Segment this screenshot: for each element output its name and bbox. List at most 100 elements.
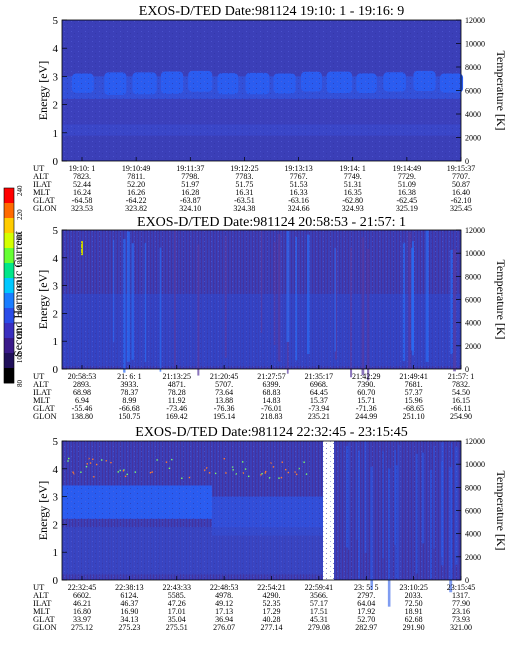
panels: EXOS-D/TED Date:981124 19:10: 1 - 19:16:…	[33, 4, 505, 632]
colorbar-cell	[4, 278, 14, 294]
orbit-cell: 73.64	[215, 388, 233, 397]
colorbar-cell	[4, 203, 14, 219]
orbit-cell: 15.71	[357, 396, 375, 405]
heatmap-noise	[62, 20, 461, 161]
orbit-cell: 235.21	[308, 412, 330, 421]
orbit-cell: 16.90	[120, 607, 138, 616]
orbit-cell: 51.97	[181, 180, 199, 189]
colorbar-cell	[4, 293, 14, 309]
orbit-cell: 16.26	[127, 188, 145, 197]
y2-tick-label: 10000	[465, 460, 485, 469]
orbit-cell: 16.15	[452, 396, 470, 405]
orbit-cell: 169.42	[166, 412, 188, 421]
x-tick-label: 21:13:25	[163, 372, 191, 381]
y2-tick-label: 8000	[465, 63, 481, 72]
orbit-cell: 251.10	[403, 412, 425, 421]
orbit-row-label: UT	[33, 582, 45, 592]
y2-tick-label: 8000	[465, 272, 481, 281]
colorbar-cell	[4, 338, 14, 354]
y2-tick-label: 10000	[465, 40, 485, 49]
panel-2: EXOS-D/TED Date:981124 20:58:53 - 21:57:…	[33, 215, 505, 421]
y2-tick-label: 6000	[465, 507, 481, 516]
panel-title: EXOS-D/TED Date:981124 22:32:45 - 23:15:…	[135, 425, 407, 440]
orbit-cell: 324.10	[179, 204, 201, 213]
panel-title: EXOS-D/TED Date:981124 20:58:53 - 21:57:…	[137, 215, 406, 230]
orbit-cell: 72.50	[405, 599, 423, 608]
x-tick-label: 22:32:45	[68, 583, 96, 592]
y-axis-right: 0 2000 4000 6000 8000 10000 12000 Temperature […	[456, 16, 505, 166]
orbit-cell: 17.13	[215, 607, 233, 616]
y-tick-label: 5	[53, 225, 59, 237]
colorbar-cell	[4, 248, 14, 264]
orbit-cell: 51.75	[235, 180, 253, 189]
colorbar-label: Second Harmonic Current	[11, 230, 25, 357]
orbit-cell: 17.29	[263, 607, 281, 616]
x-tick-label: 22:59:41	[305, 583, 333, 592]
colorbar-cell	[4, 308, 14, 324]
orbit-cell: 324.38	[233, 204, 255, 213]
orbit-cell: 50.87	[452, 180, 470, 189]
y-tick-label: 1	[53, 547, 59, 559]
orbit-cell: 323.82	[125, 204, 147, 213]
orbit-cell: 45.31	[310, 615, 328, 624]
y-tick-label: 1	[53, 336, 59, 348]
orbit-cell: 325.45	[450, 204, 472, 213]
orbit-row-label: GLAT	[33, 614, 56, 624]
orbit-cell: 16.40	[452, 188, 470, 197]
x-tick-label: 21: 6: 1	[117, 372, 141, 381]
orbit-cell: 73.93	[452, 615, 470, 624]
panel-1: EXOS-D/TED Date:981124 19:10: 1 - 19:16:…	[33, 4, 505, 213]
orbit-cell: 6124.	[120, 591, 138, 600]
y2-tick-label: 12000	[465, 437, 485, 446]
orbit-cell: 51.31	[344, 180, 362, 189]
orbit-cell: 40.28	[263, 615, 281, 624]
colorbar-cell	[4, 263, 14, 279]
orbit-row-label: GLAT	[33, 195, 56, 205]
orbit-cell: 16.28	[181, 188, 199, 197]
x-tick-label: 19:15:37	[447, 164, 475, 173]
orbit-cell: 16.35	[344, 188, 362, 197]
orbit-cell: 244.99	[355, 412, 377, 421]
orbit-cell: 4871.	[168, 380, 186, 389]
y-axis-right: 0 2000 4000 6000 8000 10000 12000 Temperature […	[456, 226, 505, 374]
orbit-row-label: ILAT	[33, 387, 52, 397]
x-tick-label: 19:13:13	[284, 164, 312, 173]
y-tick-label: 0	[53, 364, 59, 376]
y-tick-label: 4	[53, 253, 59, 265]
orbit-cell: 16.33	[290, 188, 308, 197]
orbit-cell: 279.08	[308, 623, 330, 632]
y2-tick-label: 2000	[465, 134, 481, 143]
orbit-cell: 78.37	[120, 388, 138, 397]
orbit-cell: 15.37	[310, 396, 328, 405]
orbit-cell: 321.00	[450, 623, 472, 632]
colorbar-frame	[3, 187, 15, 384]
colorbar-tick-label: 200	[16, 233, 24, 244]
y2-axis-label: Temperature [K]	[494, 470, 505, 550]
orbit-row-label: UT	[33, 163, 45, 173]
orbit-cell: 52.20	[127, 180, 145, 189]
x-tick-label: 19:11:37	[176, 164, 204, 173]
x-tick-label: 19:14: 1	[339, 164, 365, 173]
y2-tick-label: 0	[465, 576, 469, 585]
colorbar-tick-label: 120	[16, 328, 24, 339]
orbit-cell: -62.80	[342, 196, 363, 205]
colorbar-cell	[4, 188, 14, 204]
y2-tick-label: 6000	[465, 87, 481, 96]
x-tick-label: 21:27:57	[257, 372, 285, 381]
heatmap-noise	[62, 441, 461, 580]
orbit-row-label: GLON	[33, 203, 57, 213]
y-axis-label: Energy [eV]	[36, 481, 50, 540]
orbit-cell: 46.37	[120, 599, 138, 608]
orbit-row-label: ALT	[33, 171, 50, 181]
y2-tick-label: 12000	[465, 16, 485, 25]
orbit-cell: 18.91	[405, 607, 423, 616]
orbit-cell: 324.93	[342, 204, 364, 213]
y2-tick-label: 0	[465, 157, 469, 166]
orbit-row-label: MLT	[33, 606, 51, 616]
orbit-cell: 62.68	[405, 615, 423, 624]
orbit-cell: 7832.	[452, 380, 470, 389]
orbit-cell: 282.97	[355, 623, 377, 632]
orbit-cell: -63.87	[180, 196, 201, 205]
colorbar-cell	[4, 218, 14, 234]
y-tick-label: 2	[53, 100, 59, 112]
